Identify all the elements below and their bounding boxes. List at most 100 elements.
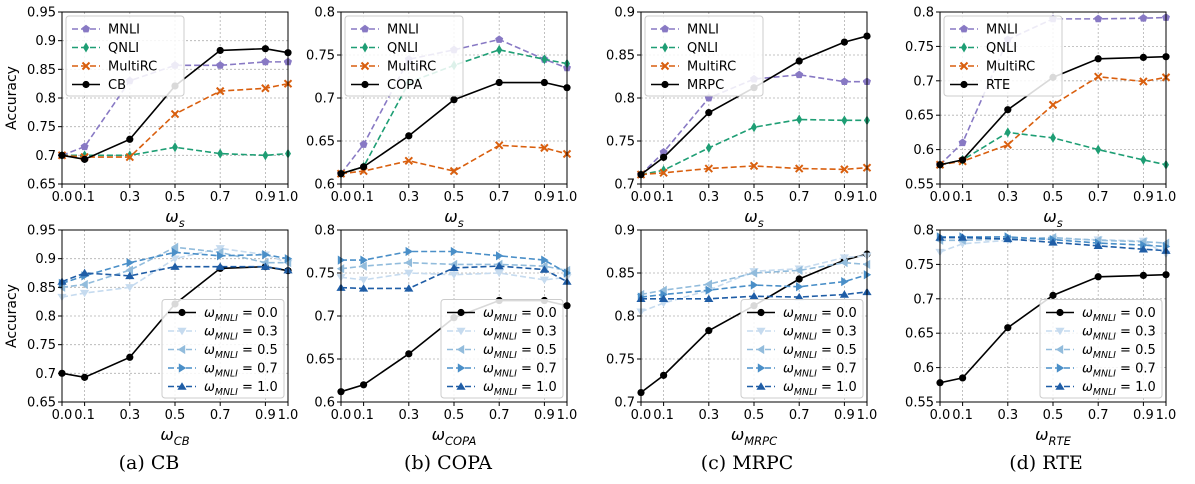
legend-label-2-2: MultiRC xyxy=(687,60,736,75)
x-axis-label-0: ωs xyxy=(165,207,184,230)
data-point-6-0-4 xyxy=(795,275,803,283)
data-point-6-2-4 xyxy=(795,265,803,276)
data-point-7-0-2 xyxy=(1004,324,1012,332)
y-tick-label-4-1: 0.7 xyxy=(35,367,56,382)
data-point-5-4-1 xyxy=(359,284,369,292)
legend-label-7-4: ωMNLI = 1.0 xyxy=(1082,380,1156,398)
data-point-1-1-5 xyxy=(541,54,548,65)
legend-label-0-2: MultiRC xyxy=(108,60,157,75)
data-point-6-4-5 xyxy=(839,290,849,298)
data-point-2-1-2 xyxy=(705,142,712,153)
data-point-6-3-4 xyxy=(796,282,804,292)
data-point-3-1-2 xyxy=(1004,127,1011,138)
data-point-1-3-4 xyxy=(495,78,503,87)
data-point-5-0-2 xyxy=(405,350,413,358)
x-tick-label-4-5: 0.9 xyxy=(255,408,276,423)
data-point-4-4-1 xyxy=(80,268,90,277)
legend-marker-2-1 xyxy=(662,42,668,53)
legend-marker-1-3 xyxy=(361,80,369,89)
data-point-1-3-5 xyxy=(540,78,549,87)
x-axis-label-1: ωs xyxy=(444,207,463,230)
data-point-0-0-5 xyxy=(261,57,270,66)
x-tick-label-7-6: 1.0 xyxy=(1156,408,1177,423)
legend-marker-5-4 xyxy=(456,382,466,390)
legend-marker-7-3 xyxy=(1056,363,1065,373)
data-point-0-2-2-b xyxy=(125,152,135,162)
x-tick-label-5-6: 1.0 xyxy=(557,408,578,423)
legend-label-6-1: ωMNLI = 0.3 xyxy=(783,325,857,343)
legend-marker-6-0 xyxy=(757,308,765,317)
x-tick-label-6-5: 0.9 xyxy=(834,408,855,423)
y-axis-label-4: Accuracy xyxy=(4,284,20,348)
data-point-1-0-4 xyxy=(495,35,504,43)
x-tick-label-4-1: 0.1 xyxy=(74,408,95,423)
legend-2: MNLI QNLI MultiRC MRPC xyxy=(644,15,764,97)
legend-marker-7-2 xyxy=(1055,344,1064,355)
data-point-6-2-1 xyxy=(659,285,667,295)
x-tick-label-2-3: 0.5 xyxy=(744,190,765,205)
legend-label-0-0: MNLI xyxy=(108,23,140,38)
legend-label-3-0: MNLI xyxy=(986,23,1018,38)
x-tick-label-7-0: 0.0 xyxy=(930,408,951,423)
data-point-6-4-4 xyxy=(794,292,804,301)
data-point-4-1-3 xyxy=(170,255,180,263)
data-point-4-4-5 xyxy=(260,262,270,270)
legend-marker-3-3 xyxy=(960,80,968,89)
data-point-2-3-5 xyxy=(840,38,849,46)
caption-copa: (b) COPA xyxy=(404,452,492,474)
legend-marker-4-2 xyxy=(177,344,186,355)
legend-label-6-3: ωMNLI = 0.7 xyxy=(783,362,857,380)
legend-box-3 xyxy=(943,15,1063,97)
y-tick-label-6-1: 0.75 xyxy=(606,353,635,368)
x-tick-label-3-5: 0.9 xyxy=(1133,190,1154,205)
legend-label-7-1: ωMNLI = 0.3 xyxy=(1082,325,1156,343)
y-tick-label-1-1: 0.65 xyxy=(306,135,335,150)
data-point-2-2-5-b xyxy=(840,165,849,174)
legend-marker-4-0 xyxy=(178,308,186,317)
y-tick-label-3-4: 0.75 xyxy=(905,40,934,55)
legend-label-0-3: CB xyxy=(108,78,126,93)
x-axis-label-2: ωs xyxy=(744,207,763,230)
data-point-7-0-3 xyxy=(1049,291,1057,299)
chart-panel-5: 0.0 0.1 0.3 0.5 0.7 0.9 1.0 0.6 0.65 0.7 0.75 0.8 ωC… xyxy=(306,224,577,448)
data-point-2-0-1 xyxy=(659,147,668,156)
y-tick-label-5-3: 0.75 xyxy=(306,267,335,282)
y-tick-label-4-4: 0.85 xyxy=(27,281,56,296)
data-point-3-2-3-b xyxy=(1048,100,1058,110)
legend-label-5-3: ωMNLI = 0.7 xyxy=(483,362,557,380)
legend-label-3-1: QNLI xyxy=(986,41,1017,56)
legend-label-3-3: RTE xyxy=(986,78,1010,93)
data-point-0-3-2 xyxy=(126,135,134,143)
data-point-4-4-2 xyxy=(125,271,135,280)
data-point-3-2-4-b xyxy=(1093,72,1103,81)
data-point-3-3-1 xyxy=(959,156,967,164)
x-tick-label-0-5: 0.9 xyxy=(255,190,276,205)
data-point-2-2-4-b xyxy=(794,164,804,173)
data-point-3-2-4 xyxy=(1093,72,1103,81)
data-point-1-1-4 xyxy=(496,44,503,55)
data-point-1-2-4-b xyxy=(494,141,504,150)
data-point-7-4-4 xyxy=(1093,241,1103,250)
data-point-3-2-2-b xyxy=(1003,140,1013,149)
y-tick-label-1-3: 0.75 xyxy=(306,49,335,64)
legend-label-2-0: MNLI xyxy=(687,23,719,38)
y-tick-label-6-2: 0.8 xyxy=(614,310,635,325)
data-point-1-2-2 xyxy=(404,156,414,165)
legend-label-6-0: ωMNLI = 0.0 xyxy=(783,306,857,324)
legend-marker-3-0 xyxy=(960,24,968,33)
x-tick-label-2-5: 0.9 xyxy=(834,190,855,205)
x-axis-label-4: ωCB xyxy=(160,425,189,448)
y-tick-label-1-2: 0.7 xyxy=(314,92,335,107)
y-tick-label-0-1: 0.7 xyxy=(35,149,56,164)
x-tick-label-7-3: 0.5 xyxy=(1043,408,1064,423)
data-point-2-1-3 xyxy=(751,122,757,133)
x-tick-label-2-1: 0.1 xyxy=(653,190,674,205)
legend-marker-0-0 xyxy=(82,24,90,33)
caption-cb: (a) CB xyxy=(118,452,180,474)
chart-panel-3: 0.0 0.1 0.3 0.5 0.7 0.9 1.0 0.55 0.6 0.65 0.7 0.75 0… xyxy=(905,6,1176,230)
legend-marker-1-2 xyxy=(360,61,370,71)
data-point-4-1-1 xyxy=(80,289,90,298)
y-tick-label-7-1: 0.6 xyxy=(913,361,934,376)
y-tick-label-7-0: 0.55 xyxy=(905,396,934,411)
